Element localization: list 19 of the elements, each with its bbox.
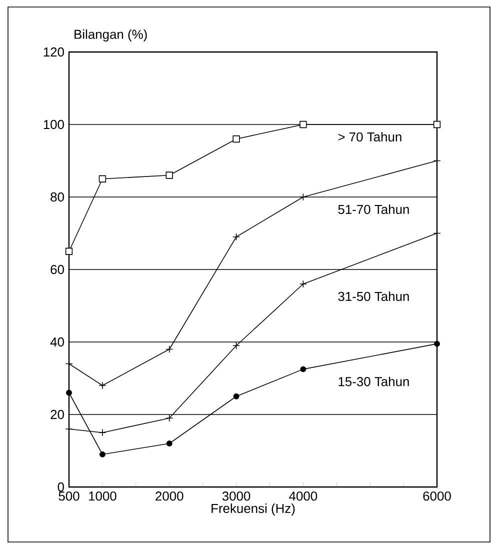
y-tick-label: 60 xyxy=(50,264,64,274)
y-tick-label: 80 xyxy=(50,192,64,202)
x-axis-title: Frekuensi (Hz) xyxy=(212,504,295,516)
series-label: 51-70 Tahun xyxy=(338,204,409,214)
x-tick-label: 3000 xyxy=(222,492,250,501)
x-tick-label: 500 xyxy=(58,492,80,501)
series-label: 15-30 Tahun xyxy=(338,376,409,386)
y-tick-label: 20 xyxy=(50,410,64,420)
series-label: 31-50 Tahun xyxy=(338,292,409,302)
y-tick-label: 120 xyxy=(44,47,64,57)
x-tick-label: 4000 xyxy=(289,492,318,501)
x-tick-label: 6000 xyxy=(423,492,451,501)
y-axis-title: Bilangan (%) xyxy=(74,29,147,42)
y-tick-label: 40 xyxy=(50,337,64,347)
series-label: > 70 Tahun xyxy=(338,132,402,142)
x-tick-label: 2000 xyxy=(156,492,184,501)
y-tick-label: 0 xyxy=(58,482,64,492)
y-tick-label: 100 xyxy=(44,120,64,130)
x-tick-label: 1000 xyxy=(89,492,116,501)
